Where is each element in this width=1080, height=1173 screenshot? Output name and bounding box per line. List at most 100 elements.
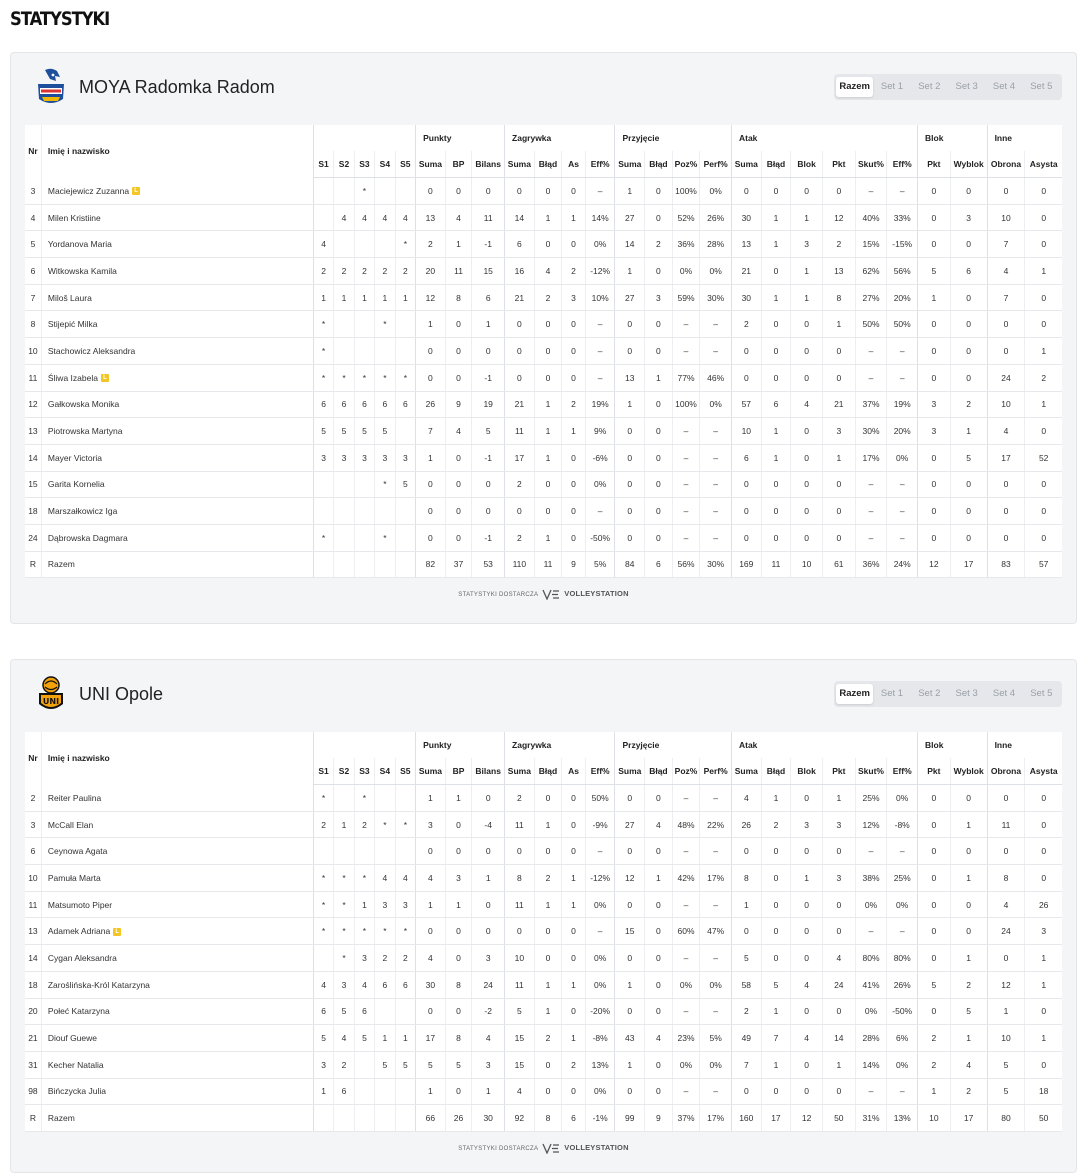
stat-poz-pct: 36%	[671, 230, 700, 259]
stat-wyblok: 6	[949, 257, 988, 285]
stat-suma: 17	[504, 444, 535, 472]
stat-s2: 4	[333, 1024, 355, 1052]
stat-błąd: 0	[760, 524, 791, 552]
player-number: 13	[25, 917, 42, 946]
stat-eff-pct: 0%	[584, 971, 615, 999]
tab-razem[interactable]: Razem	[836, 77, 874, 97]
header-col-poz-pct: Poz%	[671, 151, 700, 178]
stat-bp: 4	[444, 417, 472, 445]
stat-bilans: -4	[471, 811, 505, 839]
header-col-pkt: Pkt	[821, 151, 856, 178]
player-row: 20 Połeć Katarzyna 6 5 6 0 0 -2 5 1 0 -20% 0 0– –2 1 0 0 0…	[25, 998, 1062, 1026]
stat-s4: *	[374, 471, 396, 499]
stat-as: 1	[561, 1024, 586, 1052]
stat-s5: 4	[394, 204, 416, 232]
stat-s3	[353, 310, 375, 339]
header-group-blok: Blok	[917, 125, 988, 151]
player-row: 2 Reiter Paulina * * 1 1 0 2 0 0 50% 0 0– –4 1 0 1 25% 0% 0…	[25, 784, 1062, 812]
stat-s1: *	[312, 917, 334, 946]
stat-bp: 0	[444, 337, 472, 365]
stat-eff-pct: 20%	[886, 417, 918, 445]
stat-suma: 13	[415, 204, 446, 232]
stat-as: 1	[561, 891, 586, 919]
stat-błąd: 8	[533, 1104, 562, 1132]
stat-asysta: 1	[1024, 337, 1062, 365]
stat-obrona: 24	[986, 917, 1025, 946]
tab-set-3[interactable]: Set 3	[955, 81, 978, 92]
stat-s3: *	[353, 364, 375, 392]
stat-eff-pct: 6%	[886, 1024, 918, 1052]
stat-as: 0	[561, 998, 586, 1026]
stat-błąd: 1	[533, 524, 562, 552]
stat-suma: 8	[504, 864, 535, 892]
tab-set-2[interactable]: Set 2	[918, 688, 941, 699]
player-row: 3 Maciejewicz Zuzanna L * 0 0 0 0 0 0–1 0 100% 0% 0 0 0…	[25, 177, 1062, 205]
stat-poz-pct: 0%	[671, 971, 700, 999]
tab-set-5[interactable]: Set 5	[1030, 81, 1053, 92]
stat-skut-pct: 27%	[854, 284, 887, 312]
stat-obrona: 0	[986, 471, 1025, 499]
stat-s5: *	[394, 917, 416, 946]
player-row: 13 Piotrowska Martyna 5 5 5 5 7 4 5 11 1 1 9% 0 0– –10 1…	[25, 417, 1062, 445]
stat-obrona: 0	[986, 837, 1025, 866]
stat-s2	[333, 471, 355, 499]
stat-pkt: 0	[821, 497, 856, 525]
tab-set-1[interactable]: Set 1	[880, 688, 904, 699]
stat-s4	[374, 497, 396, 525]
stat-suma: 2	[504, 524, 535, 552]
stat-s1: 4	[312, 971, 334, 999]
player-number: R	[25, 1104, 42, 1132]
stat-błąd: 17	[760, 1104, 791, 1132]
stat-s3: *	[353, 917, 375, 946]
stat-as: 1	[561, 417, 586, 445]
stat-suma: 2	[730, 310, 762, 339]
stat-eff-pct: 0%	[584, 944, 615, 972]
stat-eff-pct: –	[886, 497, 918, 525]
stat-s1: 3	[312, 1051, 334, 1079]
stat-suma: 0	[415, 497, 446, 525]
player-number: 4	[25, 204, 42, 232]
provider-footer: STATYSTYKI DOSTARCZA VOLLEYSTATION	[11, 1132, 1076, 1164]
stat-s2	[333, 784, 355, 812]
tab-set-2[interactable]: Set 2	[918, 81, 941, 92]
tab-set-3[interactable]: Set 3	[955, 688, 978, 699]
header-col-eff-pct: Eff%	[886, 151, 918, 178]
stat-s1	[312, 204, 334, 232]
stat-eff-pct: –	[886, 1078, 918, 1106]
stat-błąd: 2	[533, 284, 562, 312]
stat-wyblok: 0	[949, 284, 988, 312]
stat-wyblok: 0	[949, 471, 988, 499]
player-number: 11	[25, 891, 42, 919]
stat-skut-pct: 62%	[854, 257, 887, 285]
stat-bp: 0	[444, 837, 472, 866]
tab-set-4[interactable]: Set 4	[992, 81, 1016, 92]
stat-wyblok: 3	[949, 204, 988, 232]
stat-pkt: 0	[917, 998, 951, 1026]
player-name: Milen Kristiine	[40, 204, 314, 232]
stat-s4: *	[374, 524, 396, 552]
stat-obrona: 83	[986, 551, 1025, 579]
tab-set-4[interactable]: Set 4	[992, 688, 1016, 699]
stat-suma: 160	[730, 1104, 762, 1132]
team-header: MOYA Radomka Radom Razem Set 1 Set 2 Set 3 Se…	[11, 53, 1076, 125]
tab-razem[interactable]: Razem	[836, 684, 874, 704]
stat-suma: 0	[415, 337, 446, 365]
stat-perf-pct: 22%	[699, 811, 732, 839]
stat-eff-pct: -8%	[886, 811, 918, 839]
stat-as: 1	[561, 864, 586, 892]
stat-wyblok: 1	[949, 864, 988, 892]
stat-poz-pct: –	[671, 998, 700, 1026]
stat-eff-pct: 13%	[584, 1051, 615, 1079]
stat-perf-pct: –	[699, 444, 732, 472]
stat-błąd: 0	[644, 524, 673, 552]
stat-suma: 0	[614, 417, 645, 445]
stat-suma: 1	[415, 891, 446, 919]
total-row: R Razem 66 26 30 92 8 6 -1% 99 9 37% 17% 160 17 12 50 31%…	[25, 1104, 1062, 1132]
header-col-s2: S2	[333, 151, 355, 178]
stat-eff-pct: 0%	[886, 444, 918, 472]
tab-set-5[interactable]: Set 5	[1030, 688, 1053, 699]
stat-suma: 0	[415, 998, 446, 1026]
tab-set-1[interactable]: Set 1	[880, 81, 904, 92]
stat-pkt: 0	[917, 944, 951, 972]
stat-s3: 1	[353, 891, 375, 919]
